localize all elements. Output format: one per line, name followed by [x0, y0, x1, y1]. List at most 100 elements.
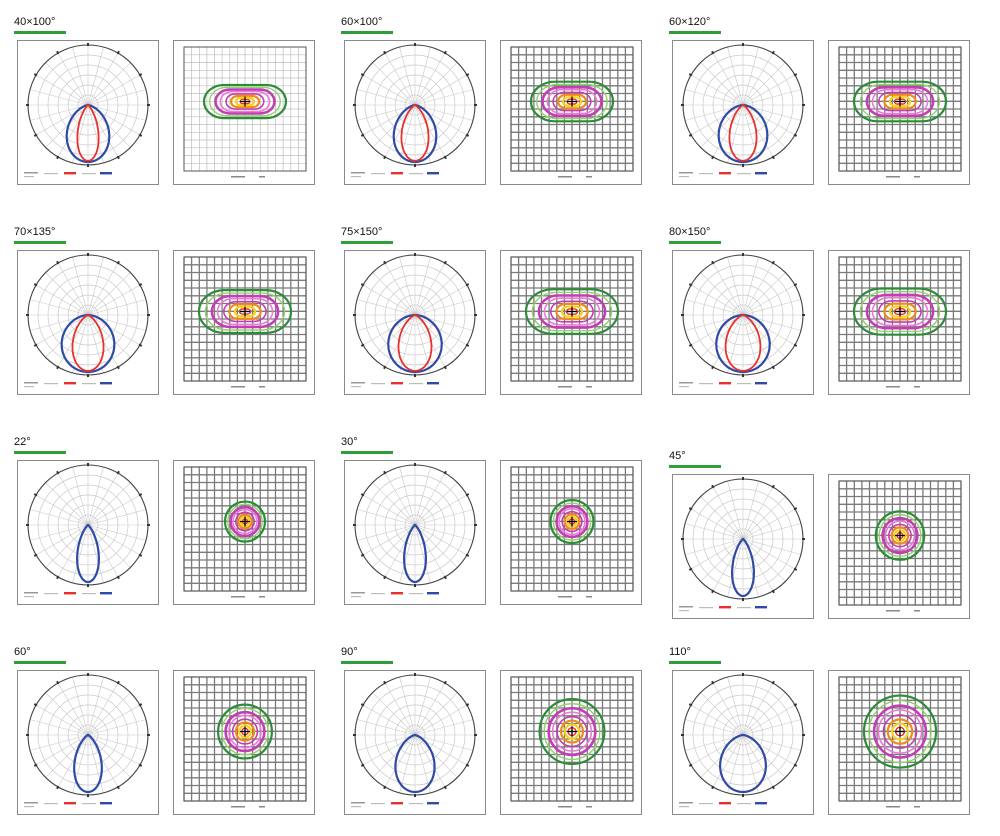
beam-cell: 40×100° [0, 0, 330, 205]
c90-intensity-curve [387, 313, 443, 374]
isolux-panel [828, 250, 970, 395]
isolux-yellow [888, 305, 912, 318]
polar-diagram [679, 477, 805, 612]
isolux-magenta [210, 294, 280, 329]
isolux-light-green [543, 703, 601, 761]
isolux-magenta [865, 293, 935, 330]
beam-cell: 60×100° [327, 0, 657, 205]
isolux-magenta [872, 704, 928, 759]
isolux-magenta [555, 504, 589, 539]
c90-intensity-curve [718, 733, 768, 794]
isolux-light-green [878, 514, 922, 558]
isolux-yellow [890, 722, 909, 741]
polar-diagram [351, 463, 477, 598]
isolux-pink [877, 709, 923, 754]
isolux-magenta-inner [225, 93, 265, 110]
title-underline [341, 661, 393, 664]
isolux-outer [549, 498, 595, 545]
polar-legend [24, 382, 112, 388]
polar-diagram [679, 253, 805, 388]
isolux-light-green [859, 83, 941, 120]
polar-grid [27, 44, 149, 166]
isolux-orange [229, 94, 261, 109]
c0-intensity-curve [724, 314, 762, 372]
isolux-pink [228, 714, 262, 749]
isolux-diagram [510, 466, 634, 598]
isolux-orange [555, 302, 589, 321]
isolux-grid [510, 466, 634, 592]
c90-intensity-curve [715, 313, 771, 374]
isolux-orange [890, 526, 910, 545]
isolux-diagram [510, 676, 634, 808]
beam-angle-label: 110° [669, 646, 691, 658]
isolux-panel [828, 670, 970, 815]
beam-angle-label: 60° [14, 646, 31, 658]
isolux-panel [173, 40, 315, 185]
isolux-outer [852, 287, 948, 336]
beam-cell: 80×150° [655, 210, 985, 415]
isolux-orange [237, 513, 253, 530]
polar-panel [672, 474, 814, 619]
isolux-pink [546, 88, 598, 115]
polar-diagram [351, 253, 477, 388]
isolux-pink [871, 296, 929, 327]
isolux-orange [228, 303, 262, 320]
beam-angle-label: 40×100° [14, 16, 56, 28]
polar-legend [351, 382, 439, 388]
polar-panel [17, 460, 159, 605]
c90-intensity-curve [394, 733, 436, 794]
title-underline [341, 451, 393, 454]
isolux-magenta [541, 85, 603, 118]
polar-diagram [24, 673, 150, 808]
beam-angle-label: 22° [14, 436, 31, 448]
polar-legend [679, 802, 767, 808]
isolux-magenta-inner [549, 300, 594, 323]
isolux-magenta [881, 516, 919, 555]
title-underline [669, 31, 721, 34]
isolux-outer [223, 500, 267, 543]
isolux-light-green [204, 292, 286, 331]
polar-diagram [679, 43, 805, 178]
polar-panel [17, 40, 159, 185]
polar-panel [672, 250, 814, 395]
title-underline [669, 661, 721, 664]
polar-panel [344, 460, 486, 605]
isolux-pink [884, 520, 916, 551]
isolux-magenta [865, 85, 935, 118]
polar-diagram [351, 673, 477, 808]
beam-cell: 45° [655, 420, 985, 625]
isolux-magenta-inner [222, 300, 267, 323]
isolux-magenta-inner [877, 300, 922, 323]
isolux-magenta-inner [234, 511, 255, 532]
title-underline [14, 31, 66, 34]
polar-diagram [24, 253, 150, 388]
c90-intensity-curve [717, 103, 769, 164]
c0-intensity-curve [728, 104, 758, 162]
beam-cell: 110° [655, 630, 985, 835]
isolux-magenta [229, 505, 261, 538]
isolux-pink [551, 711, 593, 752]
title-underline [14, 661, 66, 664]
isolux-pink [871, 88, 929, 115]
beam-angle-label: 80×150° [669, 226, 711, 238]
isolux-yellow [563, 723, 581, 740]
isolux-pink [216, 297, 274, 326]
c0-intensity-curve [400, 104, 430, 162]
isolux-light-green [868, 699, 932, 764]
isolux-light-green [552, 502, 592, 541]
title-underline [669, 241, 721, 244]
beam-cell: 60° [0, 630, 330, 835]
isolux-diagram [183, 46, 307, 178]
isolux-pink [219, 90, 271, 113]
isolux-magenta-inner [231, 718, 259, 745]
isolux-light-green [536, 83, 608, 120]
isolux-panel [173, 460, 315, 605]
c0-intensity-curve [71, 314, 105, 372]
polar-legend [351, 802, 439, 808]
polar-legend [679, 172, 767, 178]
isolux-panel [500, 460, 642, 605]
c90-intensity-curve [402, 523, 428, 584]
isolux-pink [232, 508, 258, 535]
polar-legend [24, 592, 112, 598]
